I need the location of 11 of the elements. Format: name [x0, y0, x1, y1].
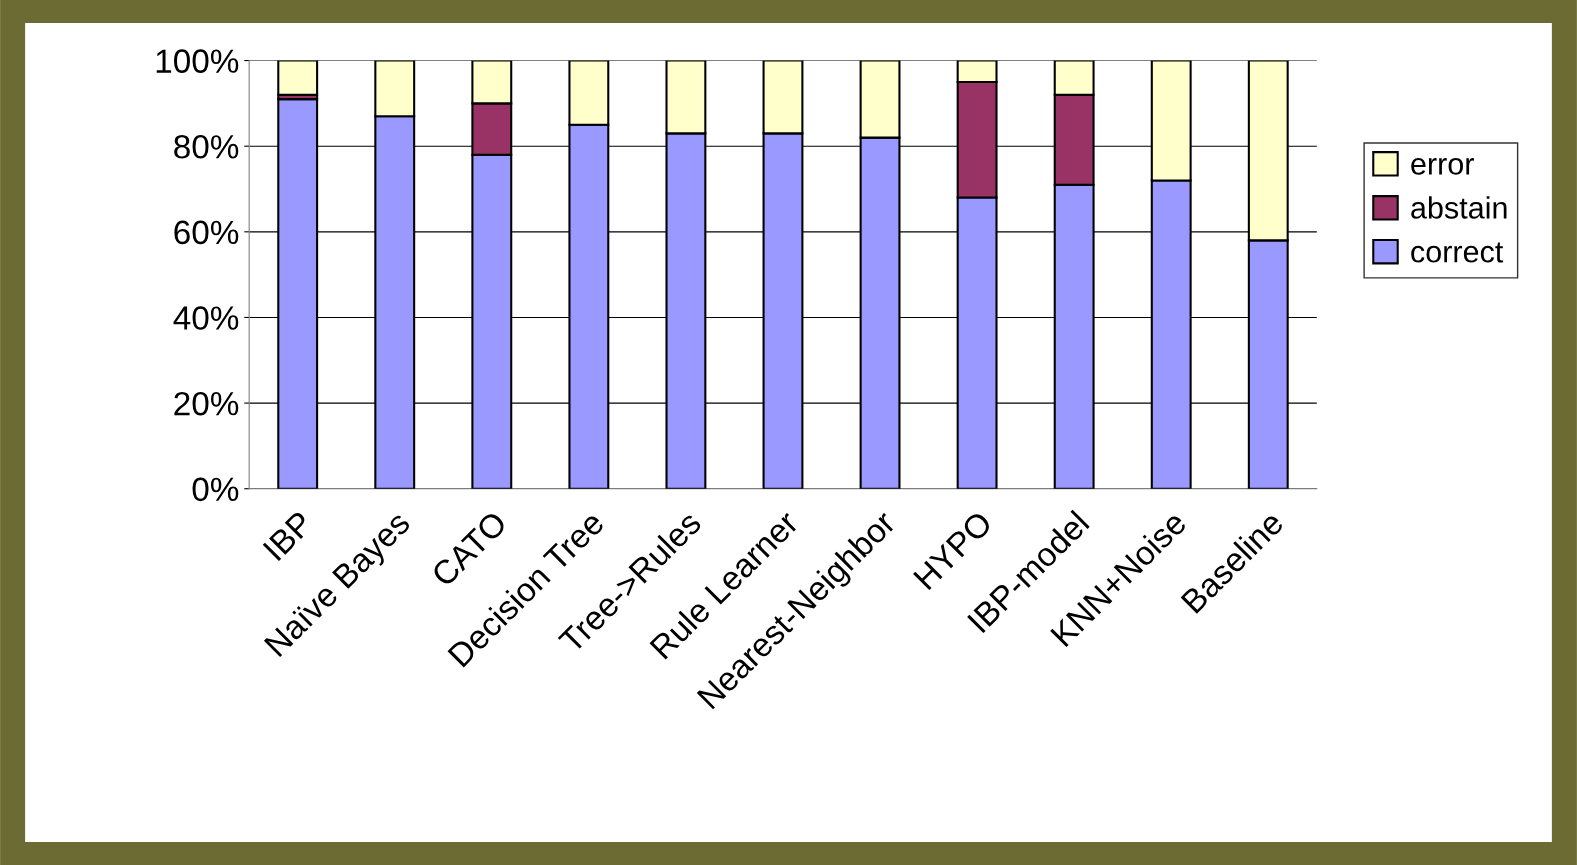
y-tick-label: 80% [174, 134, 239, 159]
legend-label: correct [1411, 242, 1504, 263]
legend-label: abstain [1411, 196, 1507, 219]
y-tick-label: 60% [174, 220, 239, 245]
bar [277, 60, 319, 96]
y-tick-label: 0% [192, 477, 239, 502]
y-tick-label: 20% [174, 391, 239, 416]
y-tick-label: 40% [173, 306, 239, 330]
legend-label: error [1411, 158, 1474, 175]
y-tick-label: 100% [156, 49, 239, 73]
x-tick-label: IBP [262, 510, 314, 562]
